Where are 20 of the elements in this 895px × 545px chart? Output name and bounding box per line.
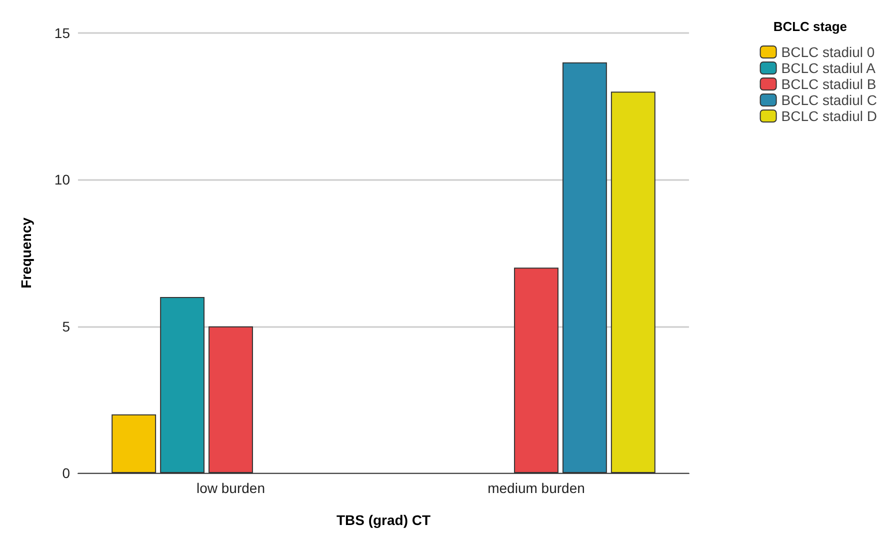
bar	[562, 62, 607, 473]
x-axis-title: TBS (grad) CT	[336, 512, 431, 528]
bar	[160, 297, 205, 473]
y-axis-title: Frequency	[18, 217, 34, 288]
x-tick-label: medium burden	[488, 480, 585, 496]
legend-label: BCLC stadiul D	[781, 108, 877, 124]
x-tick-label: low burden	[196, 480, 265, 496]
legend-title: BCLC stage	[773, 19, 848, 34]
legend-label: BCLC stadiul A	[781, 60, 876, 76]
bar	[514, 268, 558, 473]
bar	[610, 92, 656, 473]
legend-label: BCLC stadiul B	[781, 76, 876, 92]
y-tick-label: 15	[54, 25, 70, 41]
y-tick-label: 10	[54, 172, 70, 188]
legend-label: BCLC stadiul C	[781, 92, 877, 108]
y-tick-label: 5	[62, 318, 70, 334]
bar	[208, 326, 253, 473]
y-tick-label: 0	[62, 465, 70, 481]
legend-label: BCLC stadiul 0	[781, 44, 875, 60]
bar	[112, 414, 156, 473]
